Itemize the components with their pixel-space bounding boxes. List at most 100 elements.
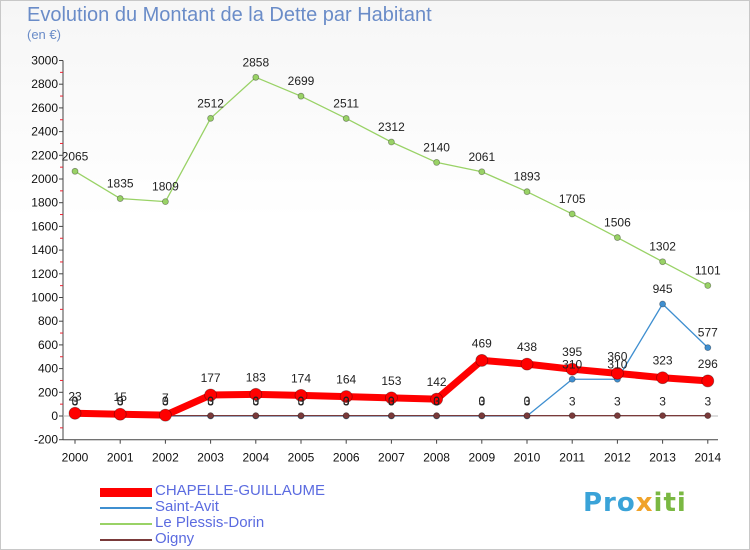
series-point-saint-avit <box>659 300 666 308</box>
data-label-le-plessis-dorin: 2511 <box>333 96 359 110</box>
series-layer <box>68 73 715 422</box>
series-point-oigny <box>297 412 305 420</box>
x-tick-label: 2013 <box>649 451 676 465</box>
data-label-oigny: 3 <box>207 395 214 409</box>
data-label-oigny: 3 <box>433 395 440 409</box>
series-point-chapelle-guillaume <box>68 406 82 420</box>
data-label-le-plessis-dorin: 2512 <box>197 96 224 110</box>
series-point-chapelle-guillaume <box>475 354 489 367</box>
data-label-oigny: 3 <box>569 395 576 409</box>
data-label-le-plessis-dorin: 1705 <box>559 192 586 206</box>
x-tick-label: 2003 <box>197 451 224 465</box>
data-label-le-plessis-dorin: 1506 <box>604 216 631 230</box>
legend-swatch-saint-avit <box>100 507 152 509</box>
series-point-chapelle-guillaume <box>339 390 353 403</box>
series-point-oigny <box>704 412 712 420</box>
series-point-le-plessis-dorin <box>523 188 531 196</box>
data-label-le-plessis-dorin: 1302 <box>649 240 676 254</box>
series-point-le-plessis-dorin <box>387 138 395 146</box>
data-label-chapelle-guillaume: 177 <box>201 371 221 385</box>
y-tick-label: 2400 <box>31 125 58 139</box>
legend-swatch-plessis <box>100 523 152 525</box>
y-tick-label: 2800 <box>31 77 58 91</box>
series-point-oigny <box>433 412 441 420</box>
data-label-oigny: 3 <box>117 395 124 409</box>
y-tick-label: -200 <box>34 433 58 447</box>
series-point-chapelle-guillaume <box>158 408 172 422</box>
y-tick-label: 3000 <box>31 54 58 68</box>
data-label-le-plessis-dorin: 2061 <box>468 150 495 164</box>
data-label-chapelle-guillaume: 164 <box>336 373 356 387</box>
y-tick-label: 200 <box>38 385 58 399</box>
series-point-le-plessis-dorin <box>161 198 169 206</box>
x-tick-label: 2008 <box>423 451 450 465</box>
y-tick-label: 2200 <box>31 148 58 162</box>
series-point-chapelle-guillaume <box>204 388 218 402</box>
y-tick-label: 1800 <box>31 196 58 210</box>
data-label-le-plessis-dorin: 2065 <box>62 149 89 163</box>
data-label-le-plessis-dorin: 1101 <box>695 264 721 278</box>
data-label-oigny: 3 <box>162 395 169 409</box>
data-label-oigny: 3 <box>72 395 79 409</box>
data-label-oigny: 3 <box>478 395 485 409</box>
data-label-oigny: 3 <box>298 395 305 409</box>
data-label-chapelle-guillaume: 142 <box>427 375 447 389</box>
series-point-chapelle-guillaume <box>611 366 624 380</box>
data-label-chapelle-guillaume: 15 <box>114 390 128 404</box>
data-label-saint-avit: 0 <box>207 394 214 408</box>
x-tick-label: 2001 <box>107 451 134 465</box>
data-label-saint-avit: 0 <box>298 394 305 408</box>
legend-swatch-oigny <box>100 539 152 541</box>
data-label-saint-avit: 0 <box>162 394 169 408</box>
x-tick-label: 2004 <box>242 451 269 465</box>
series-point-le-plessis-dorin <box>433 159 441 166</box>
brand-logo: Proxiti <box>583 488 687 518</box>
data-label-chapelle-guillaume: 323 <box>653 354 673 368</box>
series-point-oigny <box>614 412 621 420</box>
data-label-oigny: 3 <box>659 395 666 409</box>
series-point-oigny <box>387 412 395 420</box>
data-label-le-plessis-dorin: 1809 <box>152 180 179 194</box>
x-tick-label: 2007 <box>378 451 405 465</box>
legend-label-saint-avit: Saint-Avit <box>155 498 219 515</box>
series-point-chapelle-guillaume <box>656 371 669 385</box>
data-label-oigny: 3 <box>704 395 711 409</box>
data-label-oigny: 3 <box>388 395 395 409</box>
data-label-chapelle-guillaume: 296 <box>698 357 718 371</box>
x-tick-label: 2002 <box>152 451 179 465</box>
data-label-chapelle-guillaume: 7 <box>162 391 169 405</box>
x-tick-label: 2010 <box>514 451 541 465</box>
x-tick-label: 2011 <box>559 451 585 465</box>
legend-swatch-chapelle <box>100 488 152 497</box>
chart-title: Evolution du Montant de la Dette par Hab… <box>27 4 432 26</box>
data-label-saint-avit: 0 <box>252 394 259 408</box>
data-label-saint-avit: 0 <box>478 394 485 408</box>
data-label-chapelle-guillaume: 438 <box>517 340 537 354</box>
data-label-chapelle-guillaume: 153 <box>381 374 401 388</box>
series-point-le-plessis-dorin <box>704 282 712 289</box>
data-label-chapelle-guillaume: 183 <box>246 370 266 384</box>
series-point-chapelle-guillaume <box>430 392 444 406</box>
series-point-le-plessis-dorin <box>71 167 79 175</box>
data-label-chapelle-guillaume: 395 <box>562 345 582 359</box>
chart-subtitle: (en €) <box>27 27 61 42</box>
series-point-le-plessis-dorin <box>297 92 305 100</box>
y-tick-label: 2600 <box>31 101 58 115</box>
y-tick-label: 1600 <box>31 219 58 233</box>
series-point-chapelle-guillaume <box>249 387 263 401</box>
data-label-oigny: 3 <box>343 395 350 409</box>
y-tick-label: 0 <box>51 409 58 423</box>
x-tick-label: 2006 <box>333 451 360 465</box>
series-point-oigny <box>342 412 350 420</box>
data-label-oigny: 3 <box>614 395 621 409</box>
series-point-saint-avit <box>568 375 576 383</box>
data-label-chapelle-guillaume: 360 <box>607 349 627 363</box>
data-label-le-plessis-dorin: 1835 <box>107 177 134 191</box>
data-label-chapelle-guillaume: 469 <box>472 336 492 350</box>
data-label-chapelle-guillaume: 23 <box>68 389 82 403</box>
data-label-saint-avit: 310 <box>562 357 582 371</box>
series-point-chapelle-guillaume <box>565 362 579 376</box>
series-point-oigny <box>659 412 666 420</box>
